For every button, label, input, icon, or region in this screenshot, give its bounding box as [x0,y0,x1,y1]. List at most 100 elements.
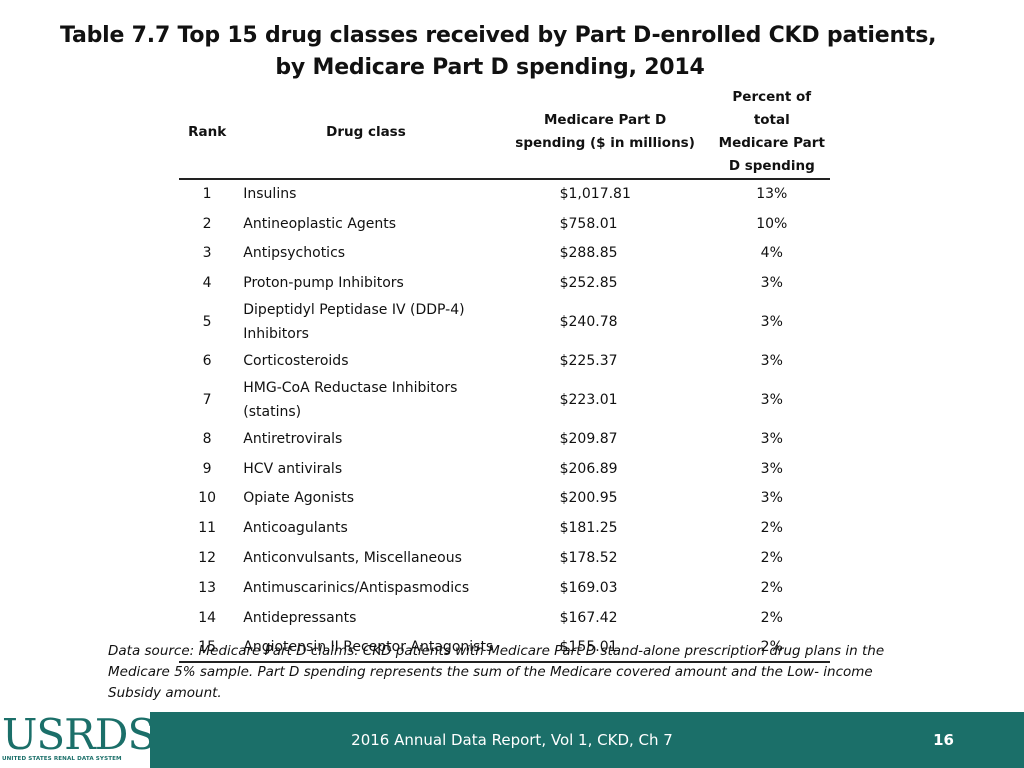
cell-spending: $155.01 [496,632,714,664]
cell-rank: 13 [198,579,217,596]
footer-report-title: 2016 Annual Data Report, Vol 1, CKD, Ch … [351,731,673,749]
cell-rank: 5 [202,314,212,331]
logo-wordmark: USRDS [2,712,150,759]
cell-drug-class: Insulins [235,179,496,209]
drug-class-line-1: Anticonvulsants, Miscellaneous [243,550,462,567]
header-spending-line-2: spending ($ in millions) [515,135,695,151]
table-body: 1 Insulins $1,017.81 13% 2 Antineoplastic Age… [179,179,830,664]
data-source-note: Data source: Medicare Part D claims. CKD… [108,643,885,701]
drug-class-line-1: HMG-CoA Reductase Inhibitors [243,379,458,396]
cell-drug-class: Angiotensin II Receptor Antagonists [235,632,497,664]
drug-class-line-2: Inhibitors [243,326,309,343]
cell-drug-class: Antipsychotics [235,239,496,269]
header-spending-line-1: Medicare Part D [544,112,667,128]
table-row: 8 Antiretrovirals $209.87 3% [179,424,830,454]
table-row: 3 Antipsychotics $288.85 4% [179,239,830,269]
cell-drug-class: Anticoagulants [235,513,496,543]
drug-class-line-2: (statins) [243,403,302,420]
cell-percent: 3% [760,460,783,477]
title-line-2: by Medicare Part D spending, 2014 [275,55,705,80]
page-number: 16 [933,731,954,749]
table-row: 1 Insulins $1,017.81 13% [179,179,830,209]
cell-percent: 3% [760,391,783,408]
drug-class-line-1: Antineoplastic Agents [243,215,397,232]
cell-drug-class: HMG-CoA Reductase Inhibitors (statins) [235,376,496,424]
drug-class-line-1: Corticosteroids [243,353,349,370]
cell-drug-class: Antimuscarinics/Antispasmodics [235,573,496,603]
cell-rank: 11 [198,520,217,537]
cell-drug-class: Antineoplastic Agents [235,209,496,239]
cell-percent: 3% [760,490,783,507]
cell-drug-class: Opiate Agonists [235,484,496,514]
table-header: Rank Drug class Medicare Part D spending… [179,86,830,180]
footer-bar [0,712,1024,768]
cell-percent: 2% [760,579,783,596]
drug-class-line-1: Insulins [243,186,297,203]
cell-spending: $178.52 [559,550,618,567]
cell-rank: 3 [202,245,212,262]
table-row: 13 Antimuscarinics/Antispasmodics $169.03 2… [179,573,830,603]
drug-class-line-1: Antidepressants [243,609,357,626]
table-row: 10 Opiate Agonists $200.95 3% [179,484,830,514]
table-row: 14 Antidepressants $167.42 2% [179,603,830,633]
drug-class-line-1: Angiotensin II Receptor Antagonists [243,638,494,655]
cell-spending: $200.95 [559,490,618,507]
cell-spending: $1,017.81 [559,186,631,203]
drug-class-line-1: Antipsychotics [243,245,346,262]
cell-spending: $225.37 [559,353,618,370]
logo-subtext: UNITED STATES RENAL DATA SYSTEM [2,756,122,762]
cell-rank: 6 [202,353,212,370]
cell-spending: $223.01 [559,391,618,408]
cell-rank: 10 [198,490,217,507]
table-row: 11 Anticoagulants $181.25 2% [179,513,830,543]
cell-drug-class: Antiretrovirals [235,424,496,454]
title-line-1: Table 7.7 Top 15 drug classes received b… [60,23,937,48]
cell-percent: 2% [713,632,830,664]
cell-rank: 15 [179,632,236,664]
header-percent: Percent of total Medicare Part D spendin… [713,86,830,180]
cell-spending: $169.03 [559,579,618,596]
header-row: Rank Drug class Medicare Part D spending… [179,86,830,180]
table-title: Table 7.7 Top 15 drug classes received b… [60,20,937,84]
cell-rank: 12 [198,550,217,567]
drug-class-line-1: Antiretrovirals [243,430,343,447]
cell-percent: 3% [760,430,783,447]
table-row: 15 Angiotensin II Receptor Antagonists $15… [179,632,830,664]
cell-percent: 2% [760,520,783,537]
cell-percent: 2% [760,609,783,626]
drug-class-line-1: Opiate Agonists [243,490,355,507]
table-row: 12 Anticonvulsants, Miscellaneous $178.52 2… [179,543,830,573]
cell-rank: 14 [198,609,217,626]
cell-spending: $252.85 [559,275,618,292]
cell-rank: 1 [202,186,212,203]
drug-class-line-1: HCV antivirals [243,460,343,477]
cell-spending: $167.42 [559,609,618,626]
drug-class-line-1: Proton-pump Inhibitors [243,275,404,292]
cell-spending: $181.25 [559,520,618,537]
cell-spending: $240.78 [559,314,618,331]
table-row: 7 HMG-CoA Reductase Inhibitors (statins) $2… [179,376,830,424]
drug-class-table: Rank Drug class Medicare Part D spending… [179,86,830,664]
drug-class-line-1: Antimuscarinics/Antispasmodics [243,579,470,596]
cell-drug-class: Corticosteroids [235,346,496,376]
cell-percent: 2% [760,550,783,567]
cell-drug-class: Antidepressants [235,603,496,633]
cell-percent: 10% [756,215,788,232]
header-percent-line-2: Medicare Part [718,135,825,151]
header-rank: Rank [179,86,236,180]
drug-class-line-1: Dipeptidyl Peptidase IV (DDP-4) [243,302,465,319]
cell-spending: $206.89 [559,460,618,477]
table-row: 4 Proton-pump Inhibitors $252.85 3% [179,268,830,298]
cell-rank: 9 [202,460,212,477]
cell-percent: 4% [760,245,783,262]
cell-drug-class: Dipeptidyl Peptidase IV (DDP-4) Inhibitor… [235,298,496,346]
cell-percent: 13% [756,186,788,203]
cell-spending: $209.87 [559,430,618,447]
cell-rank: 2 [202,215,212,232]
cell-percent: 3% [760,353,783,370]
drug-class-line-1: Anticoagulants [243,520,348,537]
cell-spending: $758.01 [559,215,618,232]
table-row: 2 Antineoplastic Agents $758.01 10% [179,209,830,239]
cell-drug-class: Proton-pump Inhibitors [235,268,496,298]
cell-percent: 3% [760,314,783,331]
